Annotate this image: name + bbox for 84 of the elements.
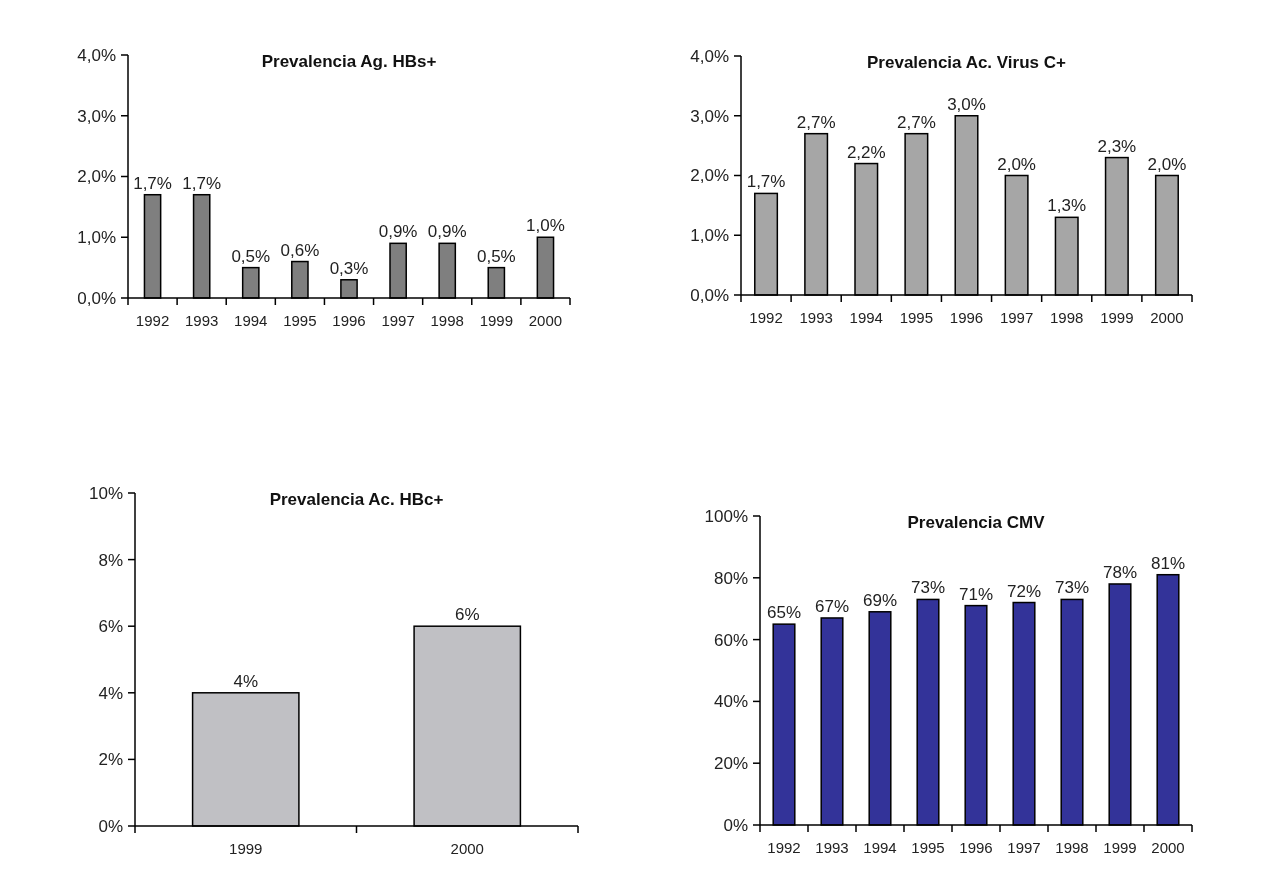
y-tick-label: 0,0% — [77, 288, 116, 308]
data-label: 4% — [233, 671, 259, 691]
y-tick-label: 4% — [98, 683, 123, 703]
data-label: 78% — [1102, 562, 1138, 582]
data-label: 3,0% — [947, 94, 986, 114]
data-label: 2,0% — [997, 154, 1036, 174]
x-tick-label: 1994 — [863, 839, 897, 856]
data-label: 73% — [1054, 578, 1090, 598]
y-tick-label: 3,0% — [690, 106, 729, 126]
data-label: 6% — [454, 605, 480, 625]
y-tick-label: 80% — [713, 568, 748, 588]
x-tick-label: 1997 — [999, 309, 1034, 326]
x-tick-label: 1995 — [283, 312, 317, 329]
data-label: 69% — [862, 590, 898, 610]
x-tick-label: 1995 — [899, 309, 934, 326]
x-tick-label: 1993 — [799, 309, 833, 326]
x-tick-label: 1996 — [949, 309, 984, 326]
y-tick-label: 1,0% — [690, 226, 729, 246]
data-label: 1,3% — [1047, 196, 1087, 216]
data-label: 1,7% — [746, 172, 786, 192]
x-tick-label: 1997 — [1007, 839, 1041, 856]
data-label: 1,7% — [182, 173, 222, 193]
x-tick-label: 2000 — [1150, 309, 1184, 326]
data-label: 65% — [766, 603, 802, 623]
x-tick-label: 1996 — [332, 312, 366, 329]
chart-title: Prevalencia Ac. HBc+ — [269, 490, 444, 509]
x-tick-label: 2000 — [1151, 839, 1185, 856]
x-tick-label: 1998 — [1050, 309, 1084, 326]
data-label: 81% — [1150, 553, 1186, 573]
data-label: 72% — [1006, 581, 1042, 601]
y-tick-label: 10% — [88, 483, 123, 503]
x-tick-label: 1992 — [767, 839, 801, 856]
data-label: 2,3% — [1097, 136, 1137, 156]
y-tick-label: 0,0% — [690, 285, 729, 305]
y-tick-label: 6% — [98, 617, 123, 637]
x-tick-label: 1999 — [229, 840, 263, 857]
data-label: 0,6% — [280, 240, 320, 260]
y-tick-label: 100% — [704, 506, 748, 526]
x-tick-label: 1994 — [849, 309, 883, 326]
x-tick-label: 1992 — [749, 309, 783, 326]
y-tick-label: 0% — [723, 815, 748, 835]
y-tick-label: 20% — [713, 754, 748, 774]
x-tick-label: 2000 — [528, 312, 563, 329]
y-tick-label: 1,0% — [77, 228, 116, 248]
y-tick-label: 2% — [98, 750, 123, 770]
x-tick-label: 1995 — [911, 839, 945, 856]
x-tick-label: 1999 — [1100, 309, 1134, 326]
data-label: 0,9% — [427, 222, 467, 242]
y-tick-label: 8% — [98, 550, 123, 570]
data-label: 2,7% — [796, 112, 836, 132]
chart-title: Prevalencia Ag. HBs+ — [261, 52, 437, 71]
chart-title: Prevalencia CMV — [907, 513, 1046, 532]
y-tick-label: 2,0% — [77, 167, 116, 187]
y-tick-label: 40% — [713, 692, 748, 712]
x-tick-label: 1993 — [184, 312, 219, 329]
y-tick-label: 2,0% — [690, 166, 729, 186]
chart-title: Prevalencia Ac. Virus C+ — [867, 53, 1067, 72]
x-tick-label: 1997 — [381, 312, 415, 329]
x-tick-label: 1992 — [135, 312, 170, 329]
y-tick-label: 4,0% — [690, 46, 729, 66]
y-tick-label: 4,0% — [77, 45, 116, 65]
data-label: 71% — [958, 584, 994, 604]
data-label: 0,9% — [378, 222, 418, 242]
data-label: 2,7% — [897, 112, 936, 132]
data-label: 1,0% — [526, 216, 565, 236]
data-label: 73% — [910, 578, 946, 598]
y-tick-label: 60% — [713, 630, 748, 650]
x-tick-label: 1994 — [234, 312, 268, 329]
data-label: 1,7% — [133, 173, 172, 193]
x-tick-label: 1998 — [1055, 839, 1089, 856]
data-label: 67% — [814, 596, 850, 616]
y-tick-label: 0% — [98, 816, 123, 836]
data-label: 2,0% — [1147, 154, 1187, 174]
x-tick-label: 1999 — [479, 312, 514, 329]
data-label: 0,5% — [476, 246, 516, 266]
data-label: 0,3% — [329, 258, 369, 278]
x-tick-label: 1998 — [430, 312, 464, 329]
data-label: 0,5% — [231, 246, 271, 266]
x-tick-label: 1996 — [959, 839, 993, 856]
x-tick-label: 1993 — [815, 839, 849, 856]
data-label: 2,2% — [846, 142, 886, 162]
x-tick-label: 2000 — [450, 840, 484, 857]
y-tick-label: 3,0% — [77, 106, 116, 126]
x-tick-label: 1999 — [1103, 839, 1137, 856]
